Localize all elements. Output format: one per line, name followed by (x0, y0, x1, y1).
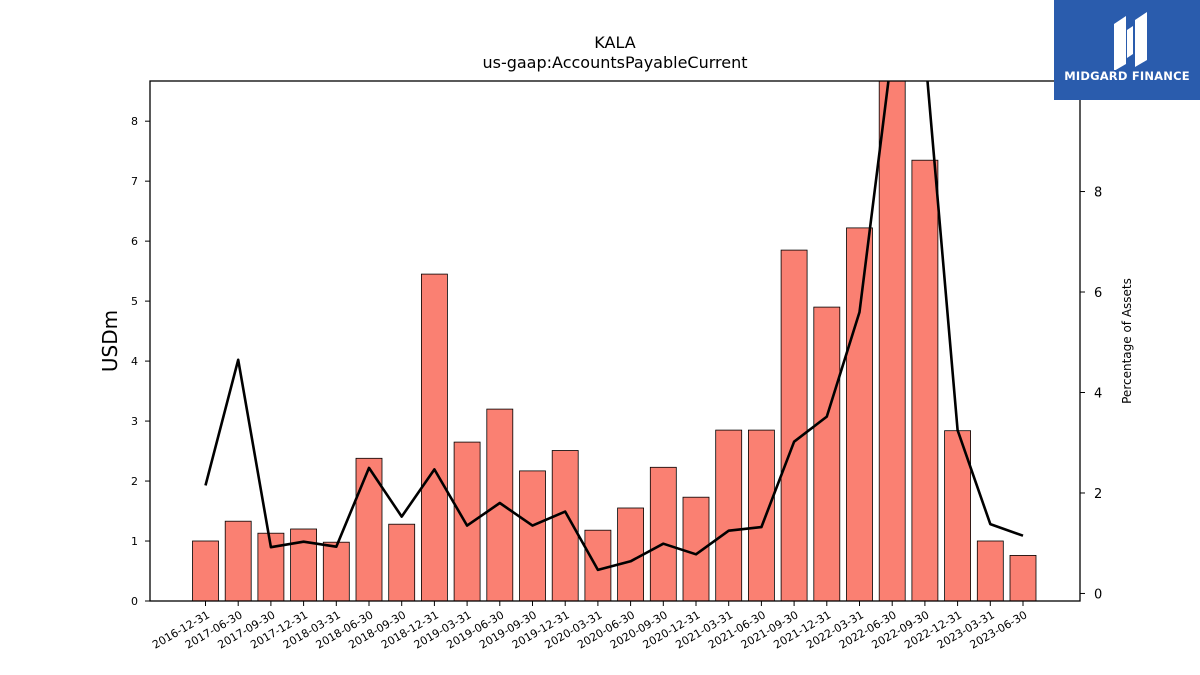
bar (649, 466, 677, 601)
y-tick-label: 8 (131, 115, 138, 128)
y-tick-label: 5 (131, 295, 138, 308)
bars-layer (192, 81, 1037, 601)
y2-tick-label: 0 (1094, 587, 1102, 602)
bar (715, 429, 743, 601)
bar (224, 520, 252, 601)
bar (519, 470, 546, 601)
bar (911, 159, 939, 601)
bar (388, 523, 416, 601)
y2-tick-label: 8 (1094, 186, 1102, 201)
series-line (204, 81, 1024, 572)
bar (976, 540, 1004, 601)
logo-text: MIDGARD FINANCE (1064, 69, 1190, 83)
y-tick-label: 1 (131, 535, 138, 548)
chart-subtitle: us-gaap:AccountsPayableCurrent (482, 53, 747, 72)
y-tick-label: 2 (131, 475, 138, 488)
plot-frame (149, 80, 1081, 602)
logo-mark-icon (1114, 12, 1147, 70)
bar (878, 81, 906, 601)
bar (813, 306, 841, 601)
y-tick-label: 0 (131, 595, 138, 608)
bar (617, 507, 644, 601)
bar (192, 540, 219, 601)
y2-tick-label: 2 (1094, 487, 1102, 502)
bar (486, 408, 514, 601)
bar (322, 541, 350, 601)
midgard-finance-logo: MIDGARD FINANCE (1054, 0, 1200, 100)
y-tick-label: 4 (131, 355, 138, 368)
bar (748, 429, 775, 601)
bar (846, 227, 873, 601)
chart-title: KALA (594, 33, 635, 52)
bar (780, 249, 808, 601)
line-layer (204, 81, 1024, 572)
bar (453, 441, 481, 601)
x-axis: 2016-12-312017-06-302017-09-302017-12-31… (150, 601, 1030, 652)
y2-axis: 0 2 4 6 8 (1080, 186, 1102, 602)
y2-axis-label: Percentage of Assets (1120, 278, 1134, 404)
bar (1009, 555, 1037, 601)
y2-tick-label: 4 (1094, 386, 1102, 401)
y-axis-label: USDm (98, 310, 122, 372)
y-tick-label: 3 (131, 415, 138, 428)
bar (584, 529, 612, 601)
y2-tick-label: 6 (1094, 286, 1102, 301)
bar (290, 528, 318, 601)
y-tick-label: 6 (131, 235, 138, 248)
y-axis: 0 1 2 3 4 5 6 7 8 (131, 115, 150, 608)
bar (420, 273, 448, 601)
y-tick-label: 7 (131, 175, 138, 188)
